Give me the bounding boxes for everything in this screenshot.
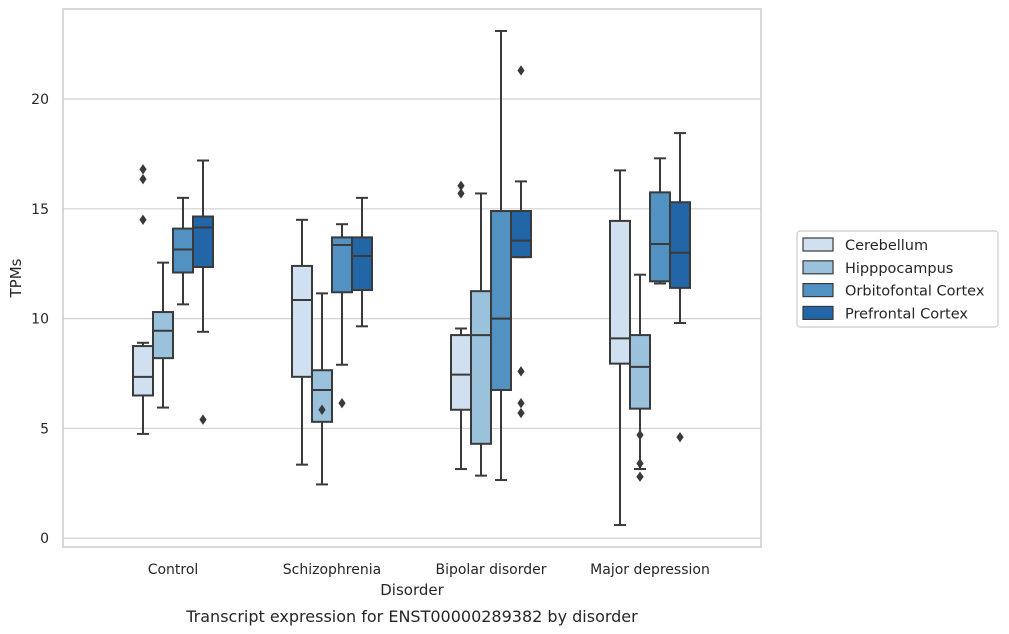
axis-layer: 0 5 10 15 20 Control Schizophrenia Bipolar diso… (31, 92, 710, 578)
x-axis-title: Disorder (380, 581, 444, 599)
box-prefrontal-cortex (351, 196, 373, 328)
iqr-box (669, 201, 691, 289)
box-orbitofontal-cortex (172, 196, 194, 306)
outlier-point (676, 432, 684, 443)
outlier-point (457, 180, 465, 191)
box-hipppocampus (470, 192, 492, 477)
y-tick-label: 20 (31, 92, 49, 108)
outlier-point (457, 188, 465, 199)
outlier-point (139, 164, 147, 175)
legend-label: Cerebellum (845, 238, 928, 254)
iqr-box (152, 311, 174, 360)
box-layer (132, 29, 691, 527)
outlier-point (139, 173, 147, 185)
outlier-point (517, 65, 525, 76)
outlier-point (636, 471, 644, 482)
x-tick-label: Control (148, 562, 199, 578)
outlier-point (318, 404, 326, 415)
box-cerebellum (609, 169, 631, 527)
outlier-point (517, 407, 525, 419)
box-orbitofontal-cortex (490, 29, 512, 482)
iqr-box (351, 236, 373, 292)
box-cerebellum (132, 164, 154, 435)
x-tick-label: Schizophrenia (283, 562, 381, 578)
chart-caption: Transcript expression for ENST0000028938… (185, 607, 638, 626)
iqr-box (450, 334, 472, 411)
iqr-box (291, 264, 313, 378)
box-hipppocampus (629, 273, 651, 482)
plot-frame (62, 8, 762, 548)
box-orbitofontal-cortex (649, 157, 671, 285)
legend-label: Prefrontal Cortex (845, 306, 968, 322)
legend-swatch (802, 237, 834, 252)
legend-label: Hipppocampus (845, 261, 953, 277)
outlier-point (517, 397, 525, 409)
outlier-point (636, 458, 644, 469)
x-tick-label: Major depression (590, 562, 710, 578)
iqr-box (132, 345, 154, 397)
iqr-box (510, 210, 532, 259)
grid-layer (63, 98, 761, 539)
y-tick-label: 0 (40, 531, 49, 547)
iqr-box (649, 191, 671, 283)
legend-swatch (802, 283, 834, 298)
legend-frame (796, 230, 999, 328)
legend: Cerebellum Hipppocampus Orbitofontal Corte… (796, 230, 999, 328)
box-cerebellum (450, 180, 472, 471)
y-tick-label: 15 (31, 202, 49, 218)
iqr-box (192, 215, 214, 269)
iqr-box (629, 334, 651, 410)
outlier-point (199, 414, 207, 425)
box-cerebellum (291, 218, 313, 466)
iqr-box (470, 290, 492, 445)
outlier-point (338, 397, 346, 409)
y-tick-label: 10 (31, 312, 49, 328)
iqr-box (609, 219, 631, 365)
legend-label: Orbitofontal Cortex (845, 284, 985, 300)
legend-swatch (802, 260, 834, 275)
y-tick-label: 5 (40, 421, 49, 437)
iqr-box (172, 227, 194, 274)
box-prefrontal-cortex (669, 132, 691, 443)
outlier-point (139, 214, 147, 226)
box-prefrontal-cortex (192, 159, 214, 425)
box-hipppocampus (311, 292, 333, 486)
legend-swatch (802, 305, 834, 320)
outlier-point (636, 429, 644, 441)
box-orbitofontal-cortex (331, 223, 353, 409)
iqr-box (311, 369, 333, 423)
outlier-point (517, 366, 525, 377)
y-axis-title: TPMs (7, 258, 25, 298)
box-prefrontal-cortex (510, 65, 532, 419)
iqr-box (490, 210, 512, 391)
box-hipppocampus (152, 261, 174, 409)
x-tick-label: Bipolar disorder (435, 562, 546, 578)
